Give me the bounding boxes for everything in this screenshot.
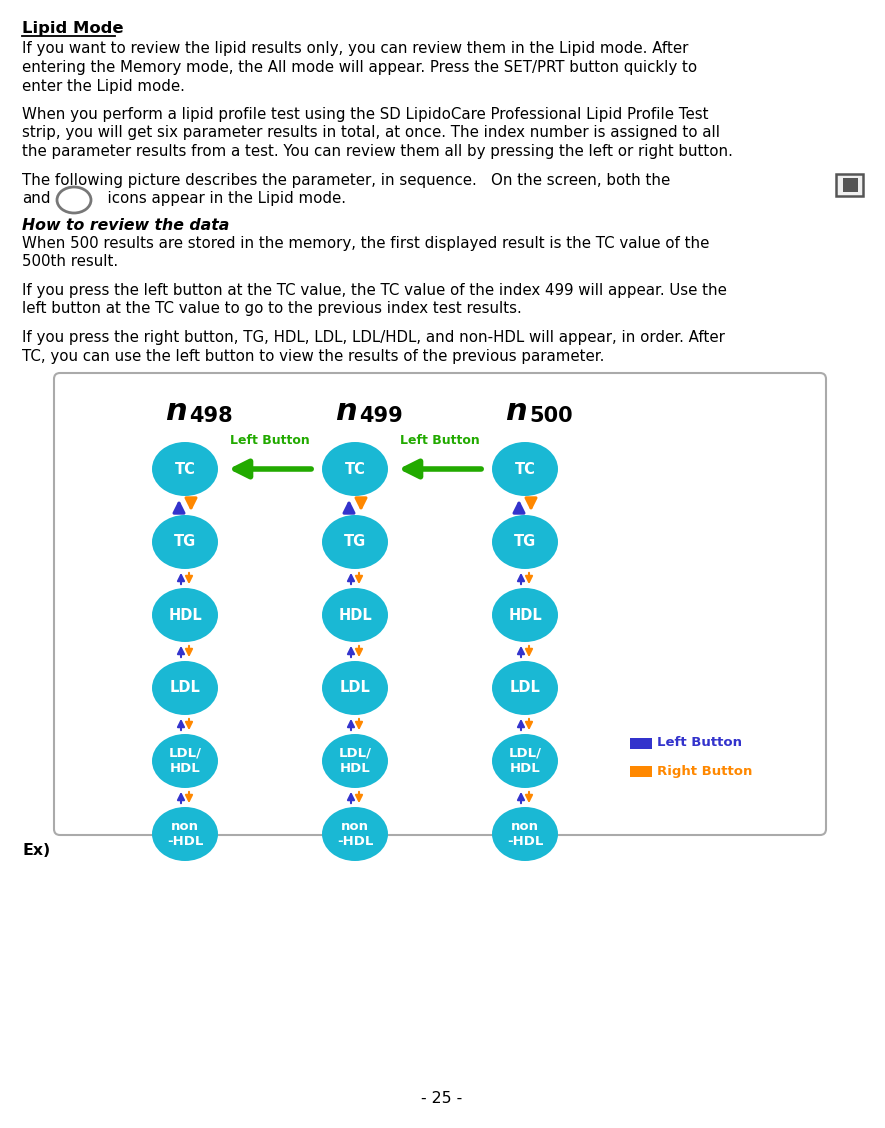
Text: enter the Lipid mode.: enter the Lipid mode.	[22, 79, 185, 94]
Ellipse shape	[492, 588, 558, 642]
FancyBboxPatch shape	[836, 174, 863, 195]
Ellipse shape	[322, 734, 388, 788]
Text: Ex): Ex)	[22, 843, 50, 858]
Ellipse shape	[492, 734, 558, 788]
Text: TG: TG	[514, 535, 536, 549]
Text: LDL: LDL	[510, 680, 541, 696]
Ellipse shape	[492, 515, 558, 569]
Ellipse shape	[492, 442, 558, 496]
Text: n: n	[165, 397, 187, 425]
Text: non
-HDL: non -HDL	[337, 820, 373, 848]
Ellipse shape	[322, 807, 388, 861]
Text: LDL/
HDL: LDL/ HDL	[338, 747, 372, 775]
Text: TG: TG	[344, 535, 366, 549]
Text: HDL: HDL	[168, 608, 202, 623]
Text: When you perform a lipid profile test using the SD LipidoCare Professional Lipid: When you perform a lipid profile test us…	[22, 107, 709, 122]
Text: 500: 500	[529, 406, 573, 426]
Text: If you want to review the lipid results only, you can review them in the Lipid m: If you want to review the lipid results …	[22, 42, 689, 56]
Ellipse shape	[322, 661, 388, 715]
Text: Left Button: Left Button	[657, 737, 742, 749]
FancyBboxPatch shape	[54, 373, 826, 835]
Ellipse shape	[492, 807, 558, 861]
FancyBboxPatch shape	[630, 766, 652, 777]
Text: When 500 results are stored in the memory, the first displayed result is the TC : When 500 results are stored in the memor…	[22, 236, 710, 252]
Text: LDL: LDL	[170, 680, 200, 696]
Text: Left Button: Left Button	[230, 434, 310, 447]
Text: How to review the data: How to review the data	[22, 218, 229, 232]
Ellipse shape	[152, 588, 218, 642]
Text: left button at the TC value to go to the previous index test results.: left button at the TC value to go to the…	[22, 301, 522, 317]
Ellipse shape	[152, 661, 218, 715]
Text: strip, you will get six parameter results in total, at once. The index number is: strip, you will get six parameter result…	[22, 125, 720, 141]
Text: Right Button: Right Button	[657, 765, 752, 777]
Text: The following picture describes the parameter, in sequence.   On the screen, bot: The following picture describes the para…	[22, 173, 670, 187]
Text: entering the Memory mode, the All mode will appear. Press the SET/PRT button qui: entering the Memory mode, the All mode w…	[22, 60, 697, 74]
Ellipse shape	[57, 187, 91, 213]
Ellipse shape	[322, 588, 388, 642]
Text: TC: TC	[514, 461, 535, 476]
Ellipse shape	[492, 661, 558, 715]
Ellipse shape	[322, 442, 388, 496]
Text: TC: TC	[344, 461, 366, 476]
FancyBboxPatch shape	[630, 738, 652, 749]
Text: the parameter results from a test. You can review them all by pressing the left : the parameter results from a test. You c…	[22, 144, 733, 159]
Text: icons appear in the Lipid mode.: icons appear in the Lipid mode.	[98, 191, 346, 206]
Text: non
-HDL: non -HDL	[166, 820, 204, 848]
Text: TC, you can use the left button to view the results of the previous parameter.: TC, you can use the left button to view …	[22, 349, 604, 363]
Text: 500th result.: 500th result.	[22, 255, 118, 270]
Text: HDL: HDL	[508, 608, 542, 623]
Text: HDL: HDL	[338, 608, 372, 623]
Text: M: M	[66, 192, 81, 206]
Ellipse shape	[152, 807, 218, 861]
Text: - 25 -: - 25 -	[421, 1091, 463, 1105]
Text: non
-HDL: non -HDL	[507, 820, 543, 848]
Ellipse shape	[322, 515, 388, 569]
Text: 498: 498	[189, 406, 233, 426]
Text: n: n	[505, 397, 527, 425]
Text: 499: 499	[359, 406, 403, 426]
Text: LDL/
HDL: LDL/ HDL	[509, 747, 542, 775]
Text: LDL: LDL	[340, 680, 371, 696]
Text: Lipid Mode: Lipid Mode	[22, 21, 124, 36]
Text: If you press the right button, TG, HDL, LDL, LDL/HDL, and non-HDL will appear, i: If you press the right button, TG, HDL, …	[22, 331, 725, 345]
Text: Left Button: Left Button	[400, 434, 480, 447]
Ellipse shape	[152, 442, 218, 496]
FancyBboxPatch shape	[843, 177, 858, 192]
Ellipse shape	[152, 515, 218, 569]
Text: TC: TC	[174, 461, 196, 476]
Text: LDL/
HDL: LDL/ HDL	[168, 747, 202, 775]
Text: n: n	[335, 397, 357, 425]
Ellipse shape	[152, 734, 218, 788]
Text: TG: TG	[173, 535, 196, 549]
Text: and: and	[22, 191, 50, 206]
Text: If you press the left button at the TC value, the TC value of the index 499 will: If you press the left button at the TC v…	[22, 283, 727, 298]
